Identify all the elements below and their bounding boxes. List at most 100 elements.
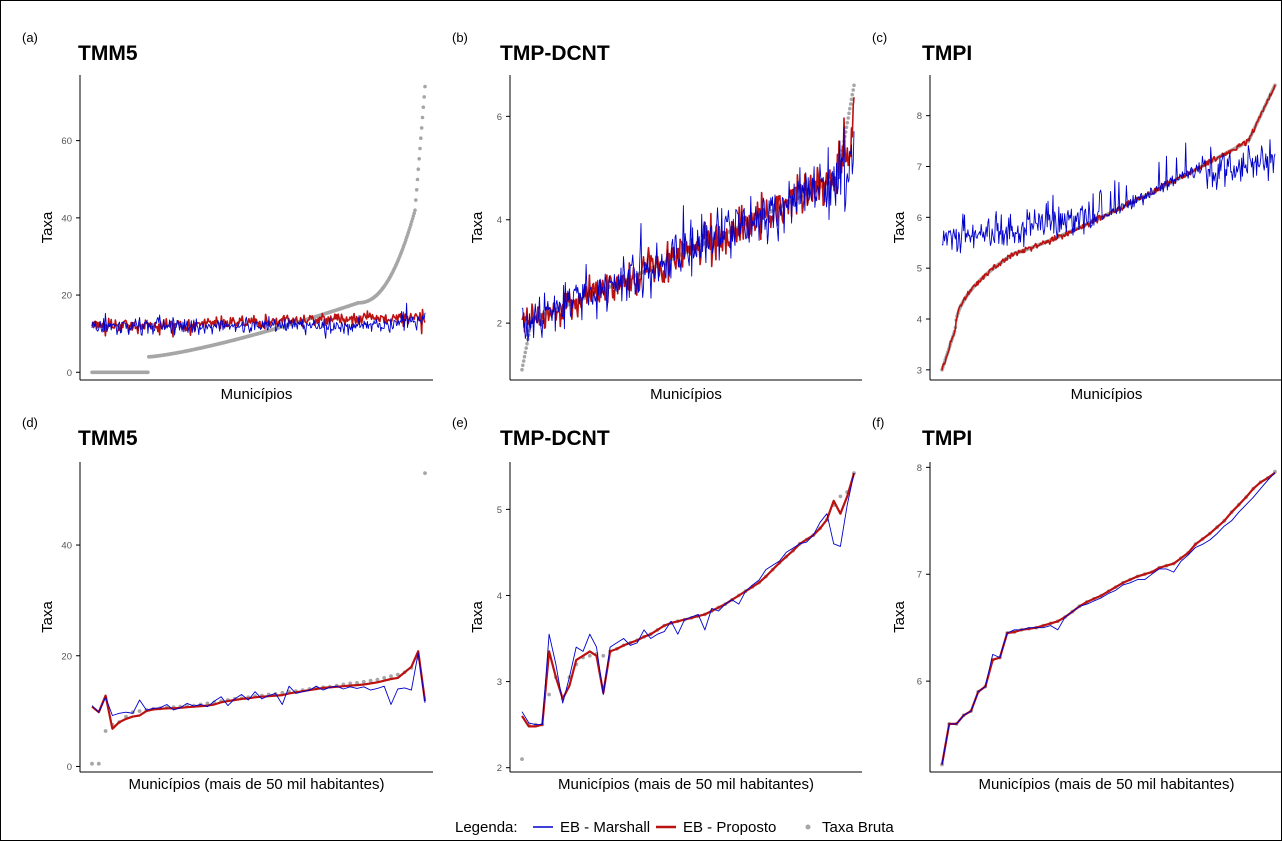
- taxa-bruta-point: [406, 230, 411, 235]
- taxa-bruta-point: [852, 83, 856, 88]
- y-axis-label: Taxa: [469, 211, 486, 243]
- eb-marshall-line: [91, 302, 426, 339]
- taxa-bruta-point: [137, 709, 142, 713]
- eb-marshall-line: [941, 472, 1276, 765]
- taxa-bruta-point: [375, 677, 380, 682]
- y-tick-label: 2: [497, 763, 502, 774]
- taxa-bruta-point: [382, 676, 387, 680]
- taxa-bruta-point: [523, 350, 528, 355]
- x-axis-label: Municípios: [650, 386, 722, 403]
- y-tick-label: 5: [917, 264, 922, 275]
- panel-title: TMP-DCNT: [500, 42, 610, 65]
- taxa-bruta-point: [520, 757, 524, 761]
- panel-title: TMP-DCNT: [500, 427, 610, 450]
- taxa-bruta-point: [848, 106, 852, 111]
- taxa-bruta-point: [423, 471, 427, 475]
- legend: Legenda: EB - Marshall EB - Proposto Tax…: [455, 819, 894, 836]
- taxa-bruta-point: [848, 102, 853, 106]
- taxa-bruta-point: [368, 678, 373, 683]
- taxa-bruta-point: [103, 729, 108, 733]
- taxa-bruta-point: [361, 679, 366, 684]
- taxa-bruta-point: [527, 329, 532, 333]
- taxa-bruta-point: [422, 95, 427, 99]
- x-axis-label: Municípios: [1071, 386, 1143, 403]
- taxa-bruta-point: [420, 115, 425, 120]
- y-tick-label: 5: [497, 505, 502, 516]
- y-tick-label: 8: [917, 111, 922, 122]
- panel-title: TMM5: [78, 427, 138, 450]
- panels: (a) TMM5 0 20 40 60 Municípios Taxa (b) TMP-DCNT 2…: [22, 30, 1282, 793]
- y-tick-label: 4: [497, 591, 502, 602]
- taxa-bruta-point: [412, 211, 417, 215]
- taxa-bruta-point: [844, 125, 849, 130]
- panel-tag: (d): [22, 415, 38, 430]
- taxa-bruta-point: [520, 367, 524, 372]
- eb-proposto-line: [940, 471, 1276, 765]
- taxa-bruta-point: [421, 105, 426, 109]
- taxa-bruta-point: [587, 653, 592, 658]
- taxa-bruta-point: [413, 208, 417, 212]
- y-tick-label: 60: [61, 136, 72, 147]
- panel-a: (a) TMM5 0 20 40 60 Municípios Taxa: [22, 30, 433, 403]
- taxa-bruta-point: [417, 157, 422, 161]
- y-axis-label: Taxa: [891, 211, 908, 243]
- y-tick-label: 2: [497, 319, 502, 330]
- taxa-bruta-point: [416, 167, 421, 171]
- eb-marshall-line: [91, 652, 426, 716]
- taxa-bruta-point: [522, 354, 527, 359]
- taxa-bruta-point: [547, 692, 551, 697]
- y-tick-label: 0: [67, 368, 72, 379]
- panel-e: (e) TMP-DCNT 2 3 4 5 Municípios (mais de 50 mi…: [452, 415, 862, 793]
- y-tick-label: 3: [917, 365, 922, 376]
- taxa-bruta-point: [146, 370, 150, 375]
- taxa-bruta-point: [389, 674, 393, 679]
- taxa-bruta-point: [418, 146, 422, 151]
- panel-b: (b) TMP-DCNT 2 4 6 Municípios Taxa: [452, 30, 862, 403]
- panel-tag: (a): [22, 30, 38, 45]
- legend-bruta-label: Taxa Bruta: [822, 819, 894, 836]
- y-tick-label: 6: [497, 112, 502, 123]
- eb-marshall-line: [521, 126, 855, 342]
- taxa-bruta-point: [355, 681, 359, 685]
- y-tick-label: 3: [497, 677, 502, 688]
- panel-tag: (c): [872, 30, 887, 45]
- taxa-bruta-point: [414, 188, 419, 192]
- panel-title: TMM5: [78, 42, 138, 65]
- legend-proposto-label: EB - Proposto: [683, 819, 776, 836]
- taxa-bruta-point: [419, 136, 423, 140]
- taxa-bruta-point: [348, 681, 353, 686]
- y-tick-label: 6: [917, 677, 922, 688]
- taxa-bruta-point: [411, 214, 416, 218]
- taxa-bruta-point: [414, 198, 418, 202]
- y-tick-label: 40: [61, 213, 72, 224]
- taxa-bruta-point: [851, 88, 855, 92]
- y-tick-label: 7: [917, 162, 922, 173]
- panel-f: (f) TMPI 6 7 8 Municípios (mais de 50 mil hab…: [872, 415, 1282, 793]
- taxa-bruta-point: [601, 653, 606, 658]
- y-tick-label: 40: [61, 541, 72, 552]
- eb-proposto-line: [91, 650, 427, 730]
- taxa-bruta-point: [409, 222, 413, 227]
- legend-bruta-swatch: [805, 824, 811, 830]
- panel-tag: (b): [452, 30, 468, 45]
- taxa-bruta-point: [521, 359, 526, 363]
- taxa-bruta-point: [419, 126, 424, 130]
- panel-tag: (e): [452, 415, 468, 430]
- taxa-bruta-point: [409, 220, 414, 224]
- panel-title: TMPI: [922, 427, 972, 450]
- y-tick-label: 20: [61, 291, 72, 302]
- y-tick-label: 4: [917, 315, 922, 326]
- taxa-bruta-point: [524, 346, 528, 350]
- y-tick-label: 4: [497, 215, 502, 226]
- taxa-bruta-point: [849, 97, 854, 102]
- y-axis-label: Taxa: [891, 601, 908, 633]
- taxa-bruta-point: [423, 84, 427, 89]
- taxa-bruta-point: [395, 672, 400, 677]
- legend-title: Legenda:: [455, 819, 518, 836]
- x-axis-label: Municípios (mais de 50 mil habitantes): [558, 776, 814, 793]
- panel-c: (c) TMPI 3 4 5 6 7 8 Municípios Taxa: [872, 30, 1282, 403]
- legend-marshall-label: EB - Marshall: [560, 819, 650, 836]
- taxa-bruta-point: [845, 120, 850, 125]
- taxa-bruta-point: [838, 494, 843, 499]
